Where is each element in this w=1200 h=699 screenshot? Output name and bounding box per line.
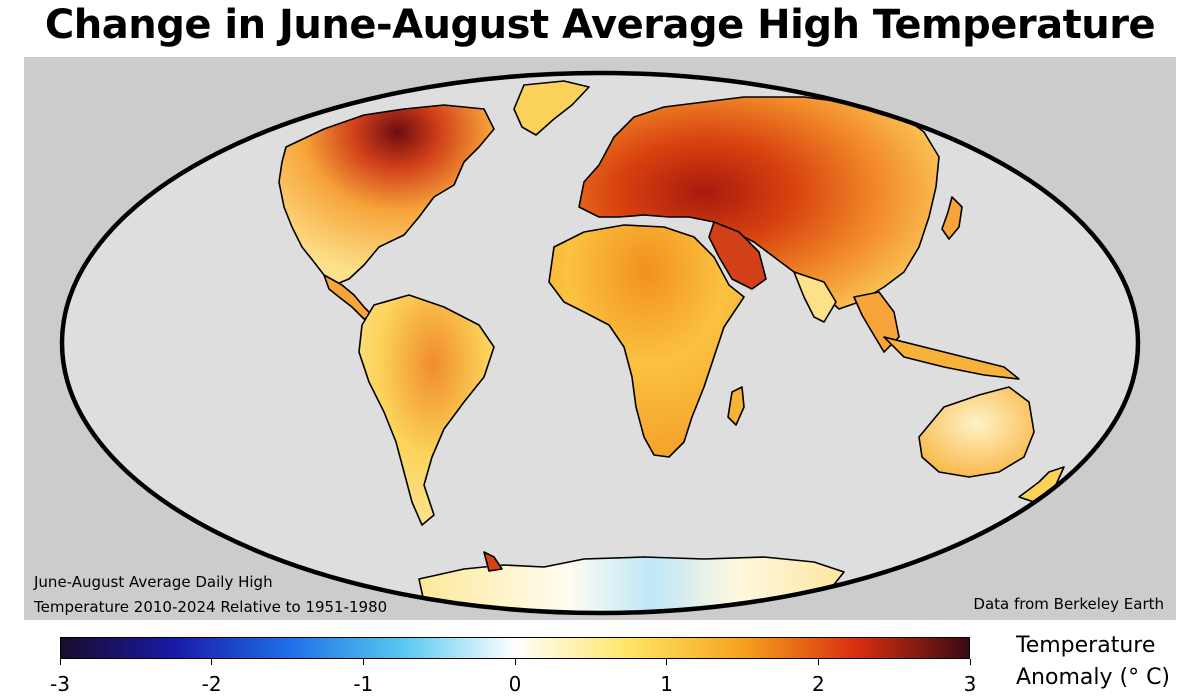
colorbar-title: Temperature Anomaly (° C) bbox=[1016, 630, 1170, 694]
map-description-line-1: June-August Average Daily High bbox=[34, 573, 273, 591]
colorbar-tick-label: 3 bbox=[963, 672, 977, 696]
colorbar-tick-label: 0 bbox=[508, 672, 522, 696]
ocean-background bbox=[62, 73, 1138, 613]
colorbar-tick-mark bbox=[59, 659, 61, 665]
land-north-america bbox=[278, 104, 495, 286]
colorbar-tick-label: -1 bbox=[353, 672, 374, 696]
land-antarctic-peninsula bbox=[483, 551, 503, 572]
map-description: June-August Average Daily High Temperatu… bbox=[34, 570, 387, 620]
colorbar-tick-mark bbox=[362, 659, 364, 665]
colorbar-tick-mark bbox=[969, 659, 971, 665]
colorbar-tick-label: -2 bbox=[201, 672, 222, 696]
colorbar-tick-mark bbox=[211, 659, 213, 665]
map-description-line-2: Temperature 2010-2024 Relative to 1951-1… bbox=[34, 598, 388, 616]
colorbar-title-line-1: Temperature bbox=[1016, 633, 1156, 658]
page-title: Change in June-August Average High Tempe… bbox=[44, 2, 1156, 48]
colorbar-gradient bbox=[60, 637, 970, 659]
land-south-america bbox=[358, 294, 495, 526]
colorbar-tick-mark bbox=[666, 659, 668, 665]
data-source-credit: Data from Berkeley Earth bbox=[973, 595, 1164, 613]
world-map-icon bbox=[59, 70, 1141, 616]
colorbar-tick-mark bbox=[514, 659, 516, 665]
land-india bbox=[793, 271, 837, 323]
land-japan bbox=[941, 196, 963, 240]
land-africa bbox=[548, 224, 745, 458]
land-indonesia bbox=[883, 336, 1020, 380]
land-greenland bbox=[513, 80, 590, 136]
map-panel: June-August Average Daily High Temperatu… bbox=[24, 57, 1176, 620]
colorbar-tick-label: 1 bbox=[660, 672, 674, 696]
colorbar-title-line-2: Anomaly (° C) bbox=[1016, 665, 1171, 690]
colorbar-tick-label: -3 bbox=[50, 672, 70, 696]
colorbar-legend: -3 -2 -1 0 1 2 3 Temperature Anomaly (° C) bbox=[0, 630, 1200, 699]
colorbar-tick-mark bbox=[817, 659, 819, 665]
land-australia bbox=[918, 386, 1035, 478]
land-arabia bbox=[708, 221, 767, 290]
globe-outline bbox=[59, 70, 1141, 616]
land-madagascar bbox=[727, 386, 745, 426]
land-eurasia bbox=[578, 96, 940, 310]
colorbar-tick-label: 2 bbox=[811, 672, 825, 696]
